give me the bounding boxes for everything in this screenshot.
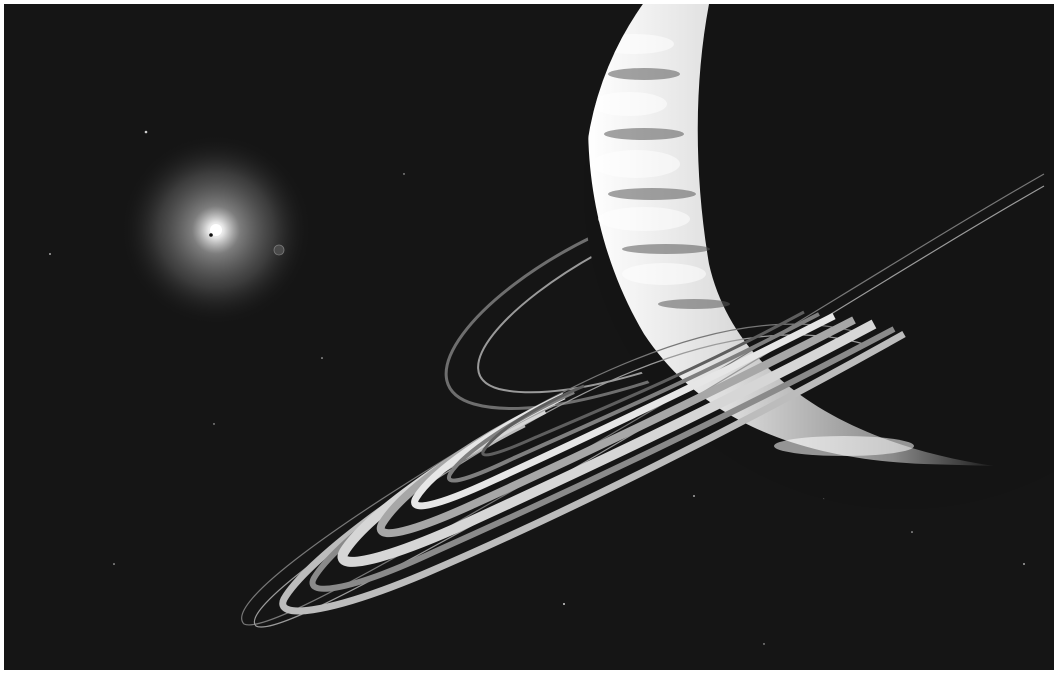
ring-c (447, 312, 820, 483)
ring-c-inner (481, 310, 805, 457)
saturn-illustration (4, 4, 1054, 670)
distant-sun (120, 134, 312, 326)
small-moon (273, 244, 285, 256)
rings-front (241, 173, 1045, 628)
ring-b-bright (411, 312, 836, 510)
